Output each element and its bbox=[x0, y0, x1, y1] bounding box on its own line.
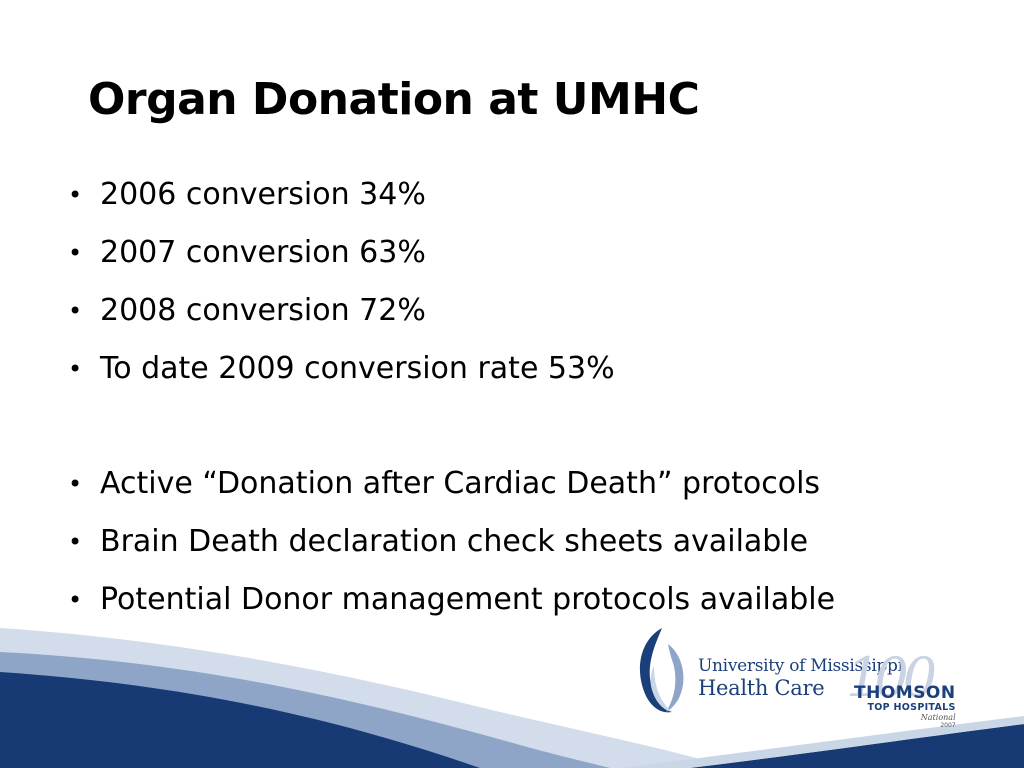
bullet-dot: • bbox=[68, 470, 83, 498]
wave-right-light bbox=[620, 716, 1024, 768]
bullet-item: • Potential Donor management protocols a… bbox=[64, 571, 835, 629]
bullet-dot: • bbox=[68, 355, 83, 383]
umhc-line2: Health Care bbox=[698, 676, 825, 700]
thomson-national: National bbox=[920, 713, 956, 722]
bullet-text: 2006 conversion 34% bbox=[100, 177, 426, 212]
bullet-dot: • bbox=[68, 181, 83, 209]
umhc-wordmark: University of Mississippi Health Care bbox=[698, 656, 903, 700]
thomson-logo: THOMSON TOP HOSPITALS National 2007 bbox=[854, 684, 956, 729]
thomson-year: 2007 bbox=[940, 722, 956, 729]
wave-navy bbox=[0, 672, 480, 768]
thomson-subtitle: TOP HOSPITALS bbox=[867, 702, 956, 713]
bullet-item: • Brain Death declaration check sheets a… bbox=[64, 513, 835, 571]
bullet-list: • 2006 conversion 34% • 2007 conversion … bbox=[64, 166, 835, 629]
bullet-dot: • bbox=[68, 239, 83, 267]
bullet-text: To date 2009 conversion rate 53% bbox=[100, 351, 615, 386]
top-100-mark: 100 bbox=[846, 646, 937, 709]
thomson-name: THOMSON bbox=[854, 683, 956, 703]
bullet-item: • 2006 conversion 34% bbox=[64, 166, 835, 224]
bullet-text: Active “Donation after Cardiac Death” pr… bbox=[100, 466, 821, 501]
bullet-item: • Active “Donation after Cardiac Death” … bbox=[64, 455, 835, 513]
bullet-text: Brain Death declaration check sheets ava… bbox=[100, 524, 809, 559]
bullet-item: • 2008 conversion 72% bbox=[64, 282, 835, 340]
bullet-dot: • bbox=[68, 297, 83, 325]
slide-title: Organ Donation at UMHC bbox=[88, 74, 700, 125]
umhc-line1: University of Mississippi bbox=[698, 656, 903, 676]
wave-right-navy bbox=[690, 724, 1024, 768]
bullet-text: 2007 conversion 63% bbox=[100, 235, 426, 270]
bullet-text: Potential Donor management protocols ava… bbox=[100, 582, 836, 617]
bullet-dot: • bbox=[68, 528, 83, 556]
bullet-item: • 2007 conversion 63% bbox=[64, 224, 835, 282]
bullet-item: • To date 2009 conversion rate 53% bbox=[64, 340, 835, 398]
logo-area: University of Mississippi Health Care 10… bbox=[628, 620, 968, 750]
bullet-dot: • bbox=[68, 586, 83, 614]
bullet-text: 2008 conversion 72% bbox=[100, 293, 426, 328]
umhc-emblem-icon bbox=[639, 628, 684, 713]
